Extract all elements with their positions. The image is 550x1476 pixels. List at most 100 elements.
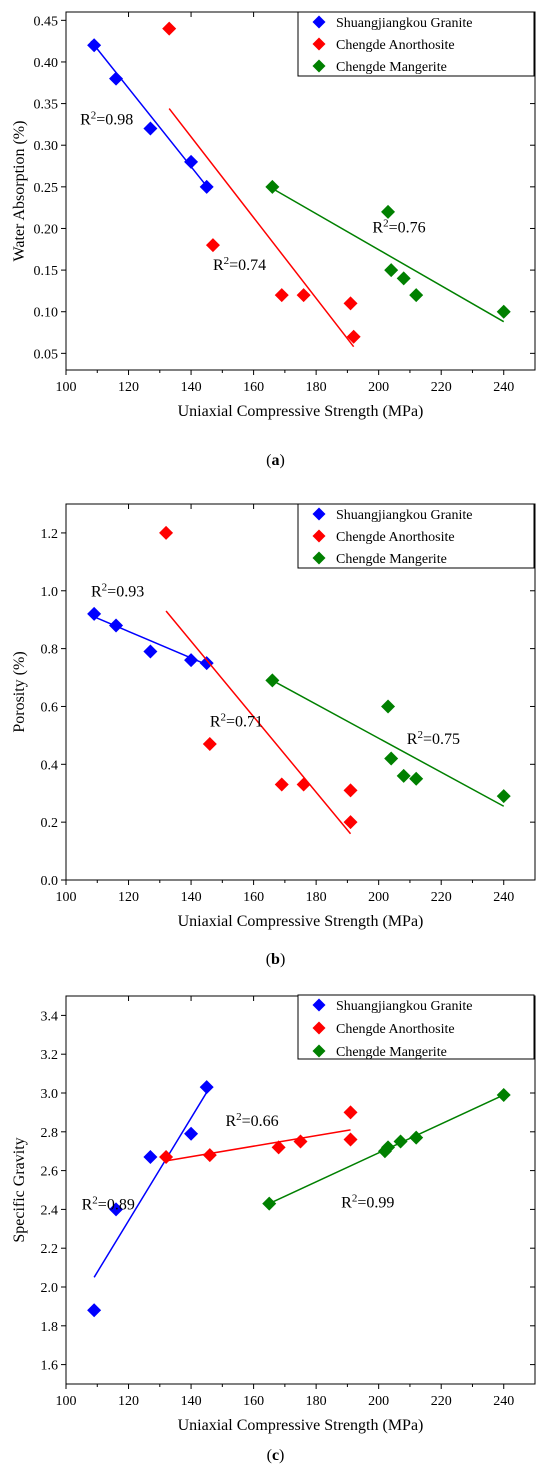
data-point-chengde-mangerite	[262, 1196, 277, 1211]
legend-marker	[312, 37, 326, 51]
y-tick-label: 2.0	[41, 1281, 59, 1296]
legend-entry: Shuangjiangkou Granite	[336, 508, 472, 523]
data-point-shuangjiangkou-granite	[109, 1202, 124, 1217]
data-point-chengde-anorthosite	[296, 777, 311, 792]
data-point-shuangjiangkou-granite	[87, 1303, 102, 1318]
data-point-chengde-mangerite	[409, 288, 424, 303]
data-point-chengde-anorthosite	[274, 777, 289, 792]
legend-entry: Chengde Mangerite	[336, 60, 447, 75]
legend: Shuangjiangkou Granite Chengde Anorthosit…	[297, 503, 535, 569]
x-tick-label: 140	[181, 890, 202, 905]
legend-box	[297, 11, 535, 77]
legend-marker	[312, 998, 326, 1012]
y-tick-label: 0.8	[41, 643, 59, 658]
legend-marker	[312, 507, 326, 521]
panel-caption: (b)	[266, 951, 286, 968]
fit-line-chengde-mangerite	[271, 187, 505, 323]
x-tick-label: 160	[243, 1394, 264, 1409]
data-point-chengde-mangerite	[409, 1130, 424, 1145]
data-point-shuangjiangkou-granite	[109, 71, 124, 86]
chart-panel-c: 100 120 140 160 180 200 220 240 1.6 1.8 2.0 2.2 2.4 2…	[11, 994, 536, 1464]
y-tick-label: 0.20	[34, 222, 59, 237]
legend: Shuangjiangkou Granite Chengde Anorthosit…	[297, 11, 535, 77]
x-tick-label: 180	[306, 380, 327, 395]
y-tick-label: 0.05	[34, 347, 59, 362]
data-point-chengde-mangerite	[265, 673, 280, 688]
y-tick-label: 1.2	[41, 527, 59, 542]
data-point-shuangjiangkou-granite	[199, 656, 214, 671]
data-point-shuangjiangkou-granite	[184, 154, 199, 169]
x-tick-label: 100	[56, 890, 77, 905]
data-point-chengde-mangerite	[381, 1140, 396, 1155]
data-point-shuangjiangkou-granite	[199, 179, 214, 194]
y-tick-label: 0.15	[34, 264, 59, 279]
x-tick-label: 180	[306, 890, 327, 905]
legend-box	[297, 994, 535, 1060]
data-point-chengde-anorthosite	[271, 1140, 286, 1155]
legend-marker	[312, 59, 326, 73]
legend-entry: Chengde Mangerite	[336, 1045, 447, 1060]
y-tick-label: 2.2	[41, 1242, 59, 1257]
data-point-chengde-anorthosite	[343, 815, 358, 830]
data-point-shuangjiangkou-granite	[87, 38, 102, 53]
data-point-shuangjiangkou-granite	[184, 653, 199, 668]
data-point-chengde-anorthosite	[202, 737, 217, 752]
data-point-chengde-mangerite	[384, 751, 399, 766]
y-tick-label: 3.2	[41, 1048, 59, 1063]
r2-label-shuangjiangkou-granite: R2=0.89	[82, 1194, 135, 1213]
y-tick-label: 0.45	[34, 14, 59, 29]
data-point-chengde-mangerite	[396, 768, 411, 783]
r2-label-chengde-anorthosite: R2=0.66	[225, 1111, 278, 1130]
data-point-chengde-anorthosite	[293, 1134, 308, 1149]
y-tick-label: 3.4	[41, 1009, 59, 1024]
data-point-shuangjiangkou-granite	[143, 121, 158, 136]
data-point-chengde-anorthosite	[343, 1132, 358, 1147]
data-point-chengde-anorthosite	[159, 525, 174, 540]
data-point-shuangjiangkou-granite	[184, 1126, 199, 1141]
legend-marker	[312, 551, 326, 565]
r2-label-chengde-mangerite: R2=0.76	[372, 218, 425, 237]
legend: Shuangjiangkou Granite Chengde Anorthosit…	[297, 994, 535, 1060]
y-tick-label: 0.30	[34, 139, 59, 154]
y-tick-label: 0.0	[41, 874, 59, 889]
x-tick-label: 240	[493, 890, 514, 905]
data-point-chengde-mangerite	[265, 179, 280, 194]
y-tick-label: 0.4	[41, 758, 59, 773]
legend-marker	[312, 15, 326, 29]
x-tick-label: 200	[368, 890, 389, 905]
data-point-shuangjiangkou-granite	[199, 1080, 214, 1095]
y-tick-label: 2.4	[41, 1203, 59, 1218]
x-tick-label: 220	[431, 1394, 452, 1409]
legend-marker	[312, 529, 326, 543]
data-point-chengde-mangerite	[384, 263, 399, 278]
data-point-chengde-anorthosite	[159, 1150, 174, 1165]
chart-panel-a: 100 120 140 160 180 200 220 240 0.05 0.10 0.15 0.20…	[11, 11, 536, 469]
r2-label-shuangjiangkou-granite: R2=0.98	[80, 109, 133, 128]
data-point-shuangjiangkou-granite	[143, 1150, 158, 1165]
data-point-chengde-mangerite	[396, 271, 411, 286]
x-tick-label: 180	[306, 1394, 327, 1409]
y-tick-label: 1.6	[41, 1359, 59, 1374]
fit-line-chengde-anorthosite	[168, 108, 355, 348]
y-tick-label: 0.25	[34, 181, 59, 196]
x-tick-label: 240	[493, 1394, 514, 1409]
x-axis-title: Uniaxial Compressive Strength (MPa)	[178, 1417, 424, 1434]
r2-label-chengde-mangerite: R2=0.99	[341, 1192, 394, 1211]
legend-box	[297, 503, 535, 569]
legend-marker	[312, 1021, 326, 1035]
y-tick-label: 1.8	[41, 1320, 59, 1335]
y-axis-title: Specific Gravity	[11, 1137, 28, 1242]
data-point-chengde-anorthosite	[346, 329, 361, 344]
x-tick-label: 100	[56, 380, 77, 395]
chart-panel-b: 100 120 140 160 180 200 220 240 0.0 0.2 0.4 0.6 0.8 1…	[11, 503, 536, 968]
panel-caption: (a)	[266, 452, 285, 469]
y-axis-title: Porosity (%)	[11, 651, 28, 732]
fit-line-chengde-anorthosite	[165, 610, 352, 835]
x-tick-label: 140	[181, 380, 202, 395]
x-tick-label: 160	[243, 890, 264, 905]
r2-label-chengde-anorthosite: R2=0.74	[213, 255, 266, 274]
data-point-chengde-anorthosite	[343, 1105, 358, 1120]
legend-entry: Shuangjiangkou Granite	[336, 16, 472, 31]
y-axis-title: Water Absorption (%)	[11, 121, 28, 262]
legend-entry: Chengde Mangerite	[336, 552, 447, 567]
